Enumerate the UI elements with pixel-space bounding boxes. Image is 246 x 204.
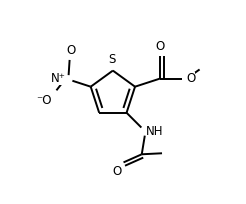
- Text: O: O: [155, 40, 165, 53]
- Text: O: O: [186, 72, 195, 85]
- Text: NH: NH: [146, 125, 163, 139]
- Text: ⁻O: ⁻O: [36, 94, 51, 107]
- Text: O: O: [66, 44, 75, 57]
- Text: O: O: [112, 165, 122, 178]
- Text: S: S: [108, 53, 116, 66]
- Text: N⁺: N⁺: [51, 72, 66, 85]
